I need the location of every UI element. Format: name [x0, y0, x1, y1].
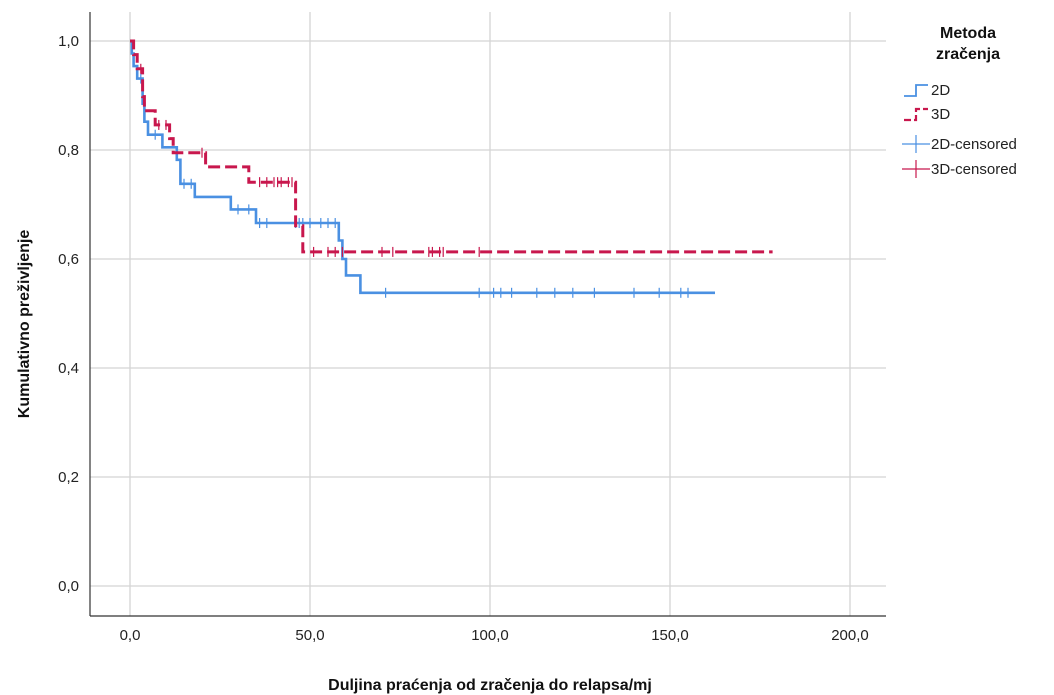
legend-entry-3D: 3D — [904, 106, 950, 123]
y-tick-label: 0,8 — [58, 142, 79, 159]
x-tick-label: 200,0 — [831, 627, 869, 644]
axes — [89, 12, 886, 617]
legend-label: 3D — [931, 106, 950, 123]
x-tick-labels: 0,0 50,0 100,0 150,0 200,0 — [120, 627, 869, 644]
x-tick-label: 150,0 — [651, 627, 689, 644]
series — [130, 39, 773, 298]
legend-title-line-1: Metoda — [940, 25, 996, 42]
x-tick-label: 0,0 — [120, 627, 141, 644]
x-tick-label: 100,0 — [471, 627, 509, 644]
legend-label: 2D-censored — [931, 136, 1017, 153]
y-tick-label: 0,2 — [58, 469, 79, 486]
legend-title-line-2: zračenja — [936, 46, 1000, 63]
legend-entry-2D: 2D — [904, 82, 950, 99]
y-tick-label: 0,0 — [58, 578, 79, 595]
legend-label: 2D — [931, 82, 950, 99]
y-tick-label: 0,6 — [58, 251, 79, 268]
legend-label: 3D-censored — [931, 161, 1017, 178]
x-tick-label: 50,0 — [295, 627, 324, 644]
y-tick-label: 0,4 — [58, 360, 79, 377]
legend-entry-3D-censored: 3D-censored — [902, 160, 1017, 178]
legend: Metoda zračenja 2D 3D 2D-censored 3D-censor… — [902, 25, 1017, 178]
x-axis-title: Duljina praćenja od zračenja do relapsa/… — [328, 677, 652, 694]
y-tick-label: 1,0 — [58, 33, 79, 50]
series-3D — [130, 39, 773, 257]
series-line-3D — [130, 39, 773, 254]
legend-swatch — [904, 107, 928, 122]
legend-swatch — [904, 84, 928, 97]
legend-entry-2D-censored: 2D-censored — [902, 135, 1017, 153]
grid-lines — [90, 12, 886, 616]
y-tick-labels: 0,0 0,2 0,4 0,6 0,8 1,0 — [58, 33, 79, 595]
y-axis-title: Kumulativno preživljenje — [16, 230, 33, 419]
legend-entries: 2D 3D 2D-censored 3D-censored — [902, 82, 1017, 178]
